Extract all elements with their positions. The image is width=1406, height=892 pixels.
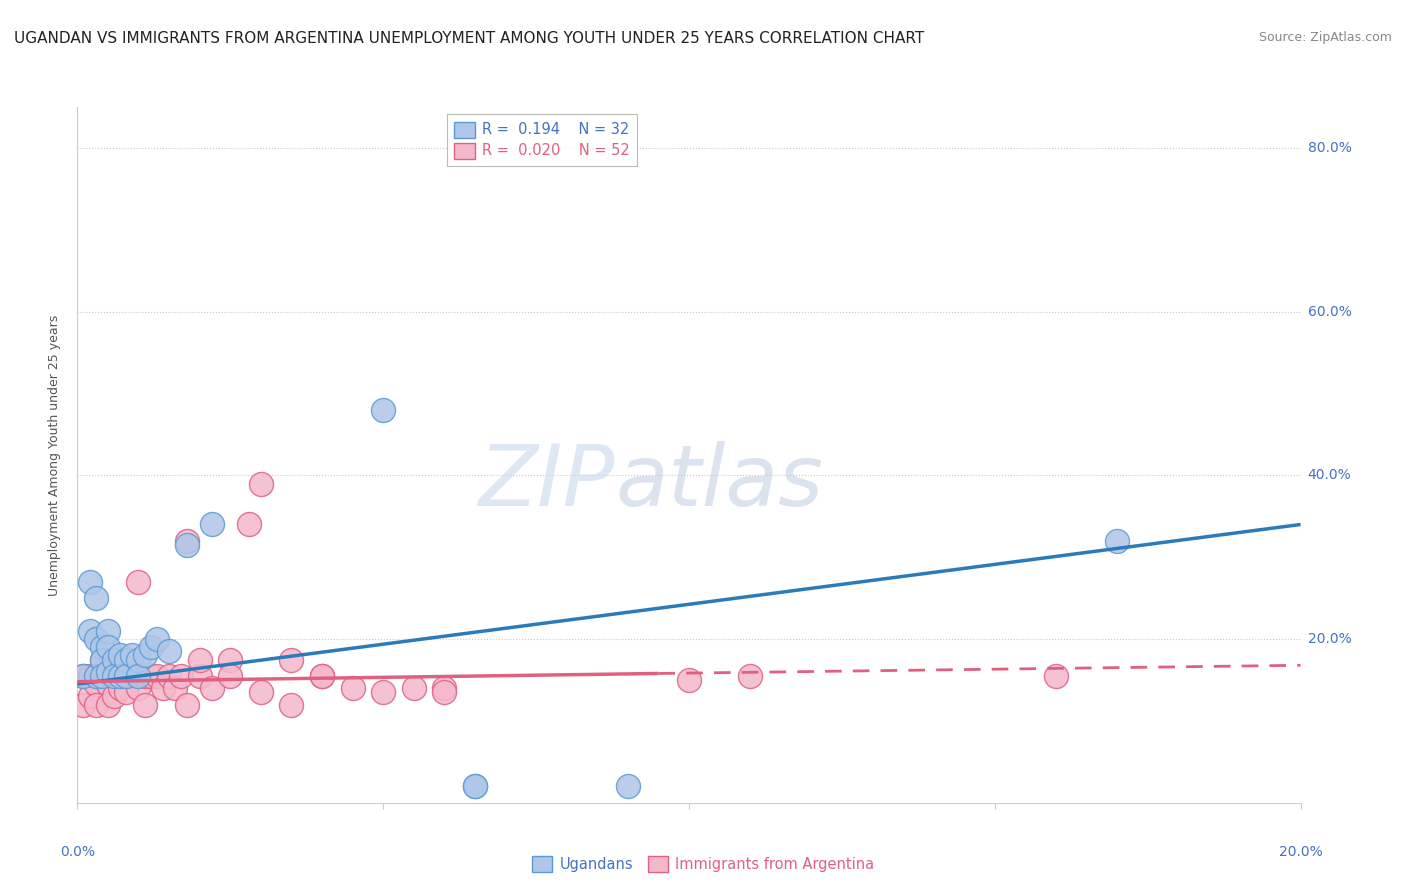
Point [152, 681, 174, 696]
Point [115, 685, 138, 699]
Point [176, 538, 198, 552]
Point [103, 690, 125, 704]
Point [103, 669, 125, 683]
Point [165, 681, 187, 696]
Point [139, 669, 162, 683]
Point [134, 648, 156, 663]
Point [115, 669, 138, 683]
Point [79, 574, 101, 589]
Text: 20.0%: 20.0% [1278, 845, 1323, 859]
Point [108, 648, 131, 663]
Point [90, 669, 112, 683]
Point [342, 681, 364, 696]
Point [90, 652, 112, 666]
Text: 0.0%: 0.0% [60, 845, 94, 859]
Point [79, 669, 101, 683]
Point [79, 624, 101, 638]
Point [127, 574, 149, 589]
Text: Source: ZipAtlas.com: Source: ZipAtlas.com [1258, 31, 1392, 45]
Point [121, 648, 143, 663]
Point [115, 669, 138, 683]
Point [90, 652, 112, 666]
Point [188, 669, 211, 683]
Point [121, 669, 143, 683]
Point [280, 698, 302, 712]
Point [108, 669, 131, 683]
Point [201, 517, 224, 532]
Point [97, 665, 120, 679]
Point [311, 669, 333, 683]
Point [433, 685, 456, 699]
Point [72, 669, 94, 683]
Point [1045, 669, 1067, 683]
Point [201, 681, 224, 696]
Point [97, 669, 120, 683]
Point [188, 652, 211, 666]
Point [219, 652, 242, 666]
Point [127, 669, 149, 683]
Point [84, 698, 107, 712]
Point [464, 780, 486, 794]
Point [176, 533, 198, 548]
Point [464, 780, 486, 794]
Point [97, 677, 120, 691]
Point [238, 517, 260, 532]
Text: 60.0%: 60.0% [1308, 305, 1351, 318]
Text: UGANDAN VS IMMIGRANTS FROM ARGENTINA UNEMPLOYMENT AMONG YOUTH UNDER 25 YEARS COR: UGANDAN VS IMMIGRANTS FROM ARGENTINA UNE… [14, 31, 924, 46]
Point [84, 591, 107, 606]
Text: 40.0%: 40.0% [1308, 468, 1351, 483]
Point [1107, 533, 1129, 548]
Point [371, 685, 394, 699]
Legend: Ugandans, Immigrants from Argentina: Ugandans, Immigrants from Argentina [526, 850, 880, 878]
Point [108, 669, 131, 683]
Point [84, 669, 107, 683]
Point [146, 669, 169, 683]
Point [617, 780, 640, 794]
Text: 80.0%: 80.0% [1308, 141, 1351, 155]
Point [90, 669, 112, 683]
Point [740, 669, 762, 683]
Point [127, 652, 149, 666]
Point [97, 640, 120, 655]
Point [90, 640, 112, 655]
Point [108, 681, 131, 696]
Point [103, 669, 125, 683]
Point [79, 690, 101, 704]
Point [402, 681, 425, 696]
Point [139, 640, 162, 655]
Point [250, 685, 273, 699]
Y-axis label: Unemployment Among Youth under 25 years: Unemployment Among Youth under 25 years [48, 314, 62, 596]
Point [72, 698, 94, 712]
Point [170, 669, 193, 683]
Point [115, 652, 138, 666]
Point [97, 698, 120, 712]
Point [219, 669, 242, 683]
Point [97, 624, 120, 638]
Point [176, 698, 198, 712]
Point [127, 669, 149, 683]
Point [134, 669, 156, 683]
Text: atlas: atlas [616, 442, 824, 524]
Point [72, 669, 94, 683]
Point [280, 652, 302, 666]
Point [103, 652, 125, 666]
Point [134, 698, 156, 712]
Point [250, 476, 273, 491]
Point [433, 681, 456, 696]
Legend: R =  0.194    N = 32, R =  0.020    N = 52: R = 0.194 N = 32, R = 0.020 N = 52 [447, 114, 637, 166]
Point [157, 669, 180, 683]
Point [311, 669, 333, 683]
Point [371, 403, 394, 417]
Point [146, 632, 169, 646]
Text: ZIP: ZIP [479, 442, 616, 524]
Point [678, 673, 700, 687]
Point [84, 677, 107, 691]
Point [84, 669, 107, 683]
Point [84, 632, 107, 646]
Point [127, 681, 149, 696]
Point [157, 644, 180, 658]
Text: 20.0%: 20.0% [1308, 632, 1351, 646]
